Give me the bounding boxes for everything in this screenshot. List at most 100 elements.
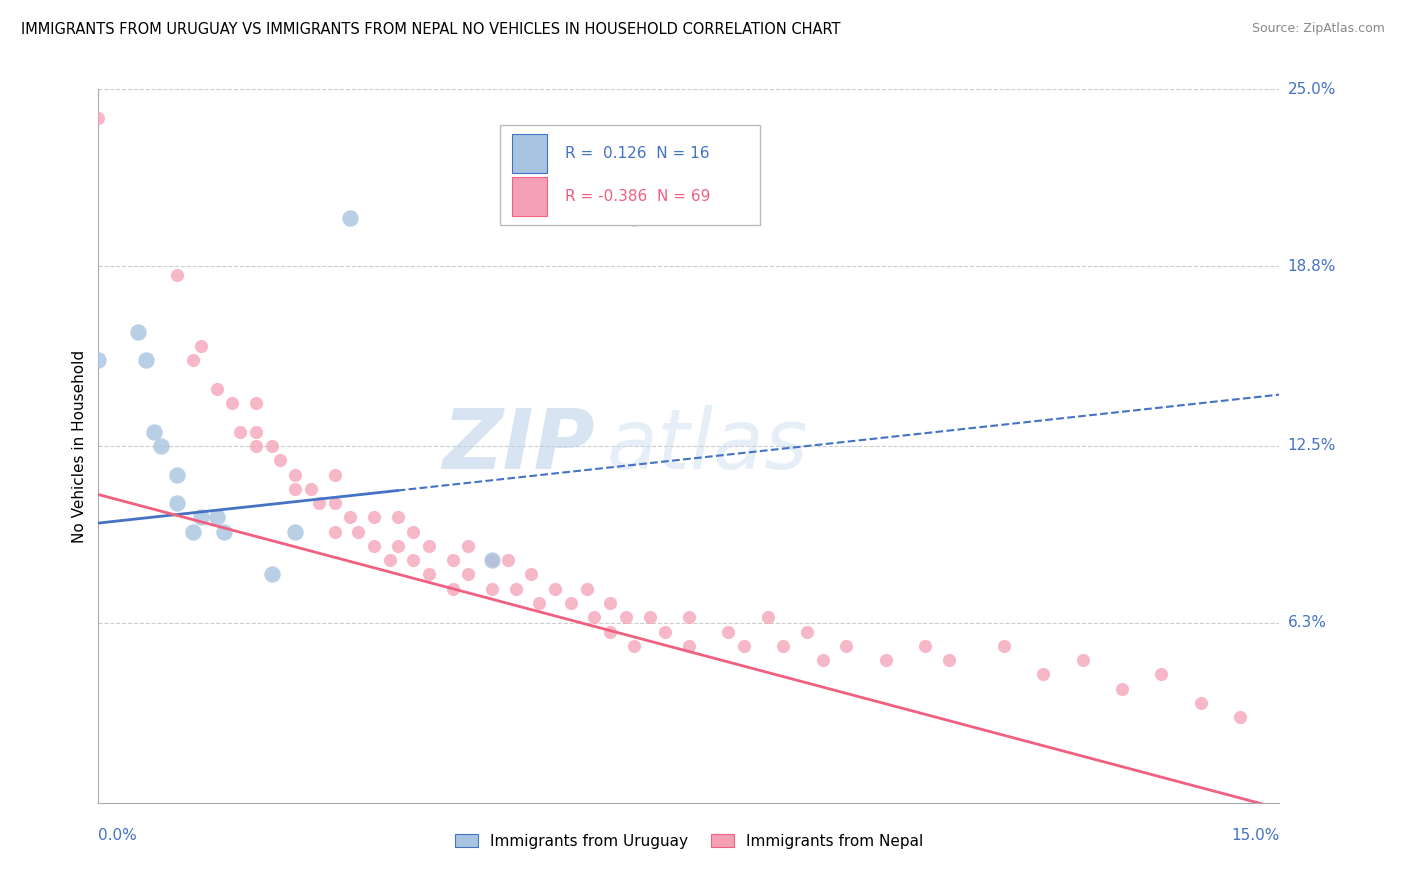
- Point: [1189, 696, 1212, 710]
- Point: [560, 596, 582, 610]
- Point: [599, 624, 621, 639]
- Point: [135, 353, 157, 368]
- Point: [205, 382, 228, 396]
- Point: [520, 567, 543, 582]
- Point: [544, 582, 567, 596]
- Text: 15.0%: 15.0%: [1232, 828, 1279, 843]
- Point: [339, 510, 361, 524]
- Point: [166, 496, 188, 510]
- Text: 6.3%: 6.3%: [1288, 615, 1327, 631]
- Point: [229, 425, 252, 439]
- Point: [166, 467, 188, 482]
- Text: 18.8%: 18.8%: [1288, 259, 1336, 274]
- Point: [505, 582, 527, 596]
- Point: [245, 425, 267, 439]
- Point: [875, 653, 897, 667]
- Point: [323, 524, 346, 539]
- Point: [441, 553, 464, 567]
- Point: [811, 653, 834, 667]
- Text: ZIP: ZIP: [441, 406, 595, 486]
- Text: 25.0%: 25.0%: [1288, 82, 1336, 96]
- Point: [1111, 681, 1133, 696]
- Point: [481, 553, 503, 567]
- Point: [717, 624, 740, 639]
- Point: [323, 496, 346, 510]
- Point: [1150, 667, 1173, 681]
- Point: [378, 553, 401, 567]
- FancyBboxPatch shape: [501, 125, 759, 225]
- Point: [772, 639, 794, 653]
- Point: [402, 553, 425, 567]
- Point: [402, 524, 425, 539]
- Point: [481, 582, 503, 596]
- Point: [87, 111, 110, 125]
- Point: [284, 524, 307, 539]
- Point: [260, 567, 283, 582]
- Point: [87, 353, 110, 368]
- Point: [150, 439, 173, 453]
- Point: [387, 510, 409, 524]
- Text: Source: ZipAtlas.com: Source: ZipAtlas.com: [1251, 22, 1385, 36]
- Text: 0.0%: 0.0%: [98, 828, 138, 843]
- Point: [756, 610, 779, 624]
- Point: [166, 268, 188, 282]
- Point: [142, 425, 165, 439]
- Point: [181, 353, 204, 368]
- Point: [221, 396, 243, 410]
- Point: [1032, 667, 1054, 681]
- Point: [914, 639, 936, 653]
- Point: [418, 567, 440, 582]
- Point: [1229, 710, 1251, 724]
- Point: [214, 524, 236, 539]
- Point: [299, 482, 322, 496]
- Point: [284, 467, 307, 482]
- Point: [181, 524, 204, 539]
- Point: [323, 467, 346, 482]
- Point: [678, 610, 700, 624]
- Point: [654, 624, 676, 639]
- Point: [269, 453, 291, 467]
- Point: [496, 553, 519, 567]
- Point: [599, 596, 621, 610]
- Legend: Immigrants from Uruguay, Immigrants from Nepal: Immigrants from Uruguay, Immigrants from…: [454, 834, 924, 848]
- Point: [678, 639, 700, 653]
- Point: [481, 553, 503, 567]
- Text: 12.5%: 12.5%: [1288, 439, 1336, 453]
- Point: [583, 610, 606, 624]
- Point: [457, 567, 479, 582]
- Point: [205, 510, 228, 524]
- Point: [347, 524, 370, 539]
- Point: [260, 439, 283, 453]
- Text: R = -0.386  N = 69: R = -0.386 N = 69: [565, 189, 710, 203]
- Point: [308, 496, 330, 510]
- Text: IMMIGRANTS FROM URUGUAY VS IMMIGRANTS FROM NEPAL NO VEHICLES IN HOUSEHOLD CORREL: IMMIGRANTS FROM URUGUAY VS IMMIGRANTS FR…: [21, 22, 841, 37]
- Point: [127, 325, 149, 339]
- Point: [245, 396, 267, 410]
- Point: [1071, 653, 1094, 667]
- FancyBboxPatch shape: [512, 134, 547, 173]
- Point: [575, 582, 598, 596]
- Point: [387, 539, 409, 553]
- Point: [993, 639, 1015, 653]
- Point: [284, 482, 307, 496]
- Point: [418, 539, 440, 553]
- Point: [733, 639, 755, 653]
- Point: [245, 439, 267, 453]
- Y-axis label: No Vehicles in Household: No Vehicles in Household: [72, 350, 87, 542]
- Point: [190, 339, 212, 353]
- Point: [529, 596, 551, 610]
- Point: [441, 582, 464, 596]
- Point: [614, 610, 637, 624]
- Point: [623, 211, 645, 225]
- Point: [363, 510, 385, 524]
- Point: [638, 610, 661, 624]
- Point: [938, 653, 960, 667]
- FancyBboxPatch shape: [512, 177, 547, 216]
- Point: [363, 539, 385, 553]
- Point: [457, 539, 479, 553]
- Point: [339, 211, 361, 225]
- Point: [796, 624, 818, 639]
- Point: [190, 510, 212, 524]
- Point: [623, 639, 645, 653]
- Point: [835, 639, 858, 653]
